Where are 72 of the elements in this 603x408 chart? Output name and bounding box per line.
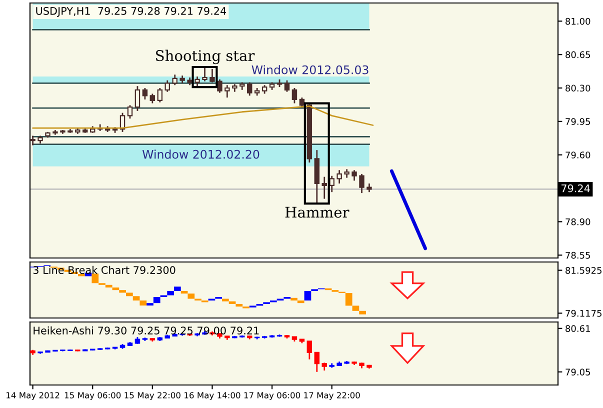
candlestick	[247, 82, 252, 96]
candlestick	[352, 169, 357, 182]
candlestick	[292, 87, 298, 104]
candlestick	[210, 68, 215, 83]
candlestick	[127, 104, 133, 120]
ref-line-label: 79.24	[561, 184, 590, 192]
x-tick-label: 14 May 2012	[6, 392, 60, 400]
bar	[119, 290, 126, 293]
bar	[92, 274, 99, 284]
candlestick	[336, 169, 342, 184]
candlestick	[202, 67, 208, 82]
chart-title: Heiken-Ashi 79.30 79.25 79.25 79.00 79.21	[34, 326, 259, 334]
bar	[153, 297, 160, 304]
y-tick-label: 78.55	[566, 252, 590, 259]
candlestick	[194, 76, 200, 87]
candlestick	[150, 93, 156, 104]
candlestick	[314, 352, 320, 373]
bar	[359, 310, 366, 314]
candlestick	[157, 87, 163, 104]
bar	[222, 298, 229, 302]
candlestick	[217, 78, 222, 94]
bar	[290, 298, 298, 300]
bar	[304, 290, 312, 300]
candlestick	[359, 173, 364, 194]
x-tick-label: 17 May 06:00	[244, 392, 300, 400]
bar	[112, 287, 120, 290]
x-tick-label: 15 May 06:00	[64, 392, 121, 400]
bar	[105, 284, 112, 288]
candlestick	[329, 175, 334, 193]
bar	[126, 292, 133, 296]
y-tick-label: 78.90	[566, 218, 590, 226]
y-tick-label: 80.30	[566, 84, 590, 92]
y-tick-label: 79.60	[566, 152, 590, 158]
chart-title: 3 Line Break Chart 79.2300	[33, 266, 176, 274]
line-series	[32, 105, 374, 129]
chart-title: USDJPY,H1 79.25 79.28 79.21 79.24	[36, 7, 226, 17]
candlestick	[164, 80, 170, 93]
bar	[345, 293, 352, 306]
candlestick	[224, 84, 230, 98]
y-tick-label: 81.5925	[566, 267, 602, 274]
band-label: Window 2012.02.20	[142, 150, 260, 159]
candlestick	[322, 176, 327, 200]
bar	[132, 296, 140, 300]
candlestick	[134, 85, 140, 112]
bar	[146, 303, 154, 306]
x-tick-label: 15 May 22:00	[124, 392, 180, 400]
y-tick-label: 79.95	[566, 118, 590, 125]
annotation: Hammer	[285, 206, 350, 218]
bar	[180, 290, 188, 294]
candlestick	[30, 135, 36, 146]
y-tick-label: 81.00	[566, 18, 590, 25]
bar	[352, 306, 360, 311]
annotation: Shooting star	[156, 50, 255, 64]
candlestick	[172, 74, 178, 86]
band-label: Window 2012.05.03	[252, 65, 368, 74]
bar	[188, 294, 195, 299]
y-tick-label: 80.65	[566, 51, 590, 58]
bar	[297, 300, 304, 304]
y-tick-label: 80.61	[566, 325, 590, 332]
candlestick	[306, 340, 312, 360]
candlestick	[284, 80, 290, 93]
candlestick	[142, 87, 148, 100]
bar	[140, 300, 147, 306]
bar	[167, 290, 174, 296]
bar	[174, 286, 181, 291]
y-tick-label: 79.1175	[566, 310, 602, 317]
bar	[78, 274, 85, 276]
x-tick-label: 17 May 22:00	[304, 392, 360, 400]
bar	[228, 301, 236, 304]
bar	[236, 304, 243, 307]
x-tick-label: 16 May 14:00	[184, 392, 240, 400]
y-tick-label: 79.05	[566, 368, 590, 376]
